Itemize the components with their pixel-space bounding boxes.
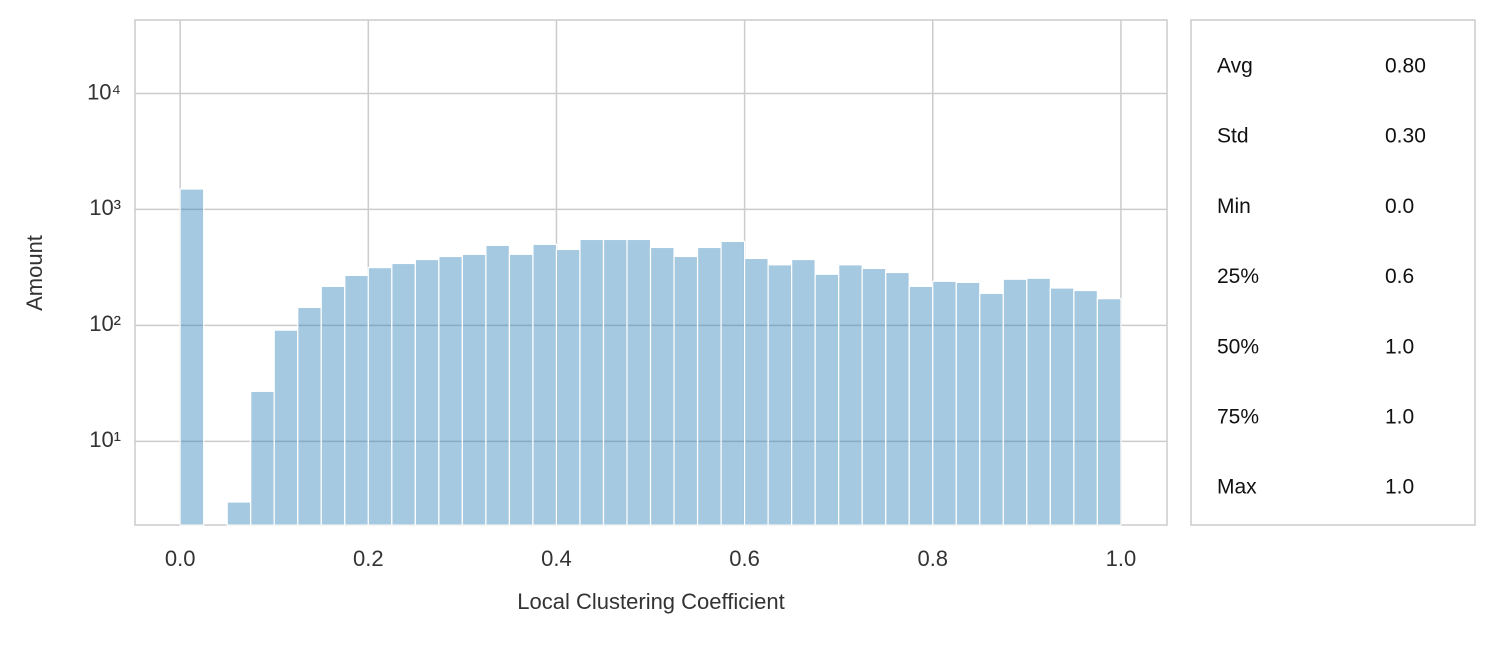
stat-value: 1.0 <box>1385 406 1414 429</box>
bar <box>508 253 534 526</box>
bar <box>673 255 699 526</box>
stat-value: 0.80 <box>1385 55 1426 78</box>
bar <box>344 274 369 526</box>
stat-value: 0.30 <box>1385 125 1426 148</box>
bar <box>579 238 605 526</box>
y-axis-label: Amount <box>22 235 47 311</box>
bar <box>1026 277 1051 526</box>
x-tick-label: 0.4 <box>541 546 572 571</box>
bar <box>485 244 511 526</box>
bar <box>838 264 863 526</box>
bar <box>814 273 840 526</box>
bar <box>320 285 346 526</box>
tick-labels: 10¹ 10² 10³ 10⁴ 0.0 0.2 0.4 0.6 0.8 1.0 <box>87 79 1136 571</box>
bar <box>861 267 887 526</box>
bar <box>767 264 793 526</box>
bar <box>602 238 628 526</box>
bar <box>414 258 440 526</box>
bar <box>273 329 299 526</box>
bar <box>555 248 581 526</box>
stat-name: Std <box>1217 125 1249 148</box>
x-tick-label: 1.0 <box>1106 546 1137 571</box>
bar <box>720 240 746 526</box>
y-tick-label: 10⁴ <box>87 79 121 104</box>
stat-name: Max <box>1217 476 1257 499</box>
stat-name: Min <box>1217 195 1251 218</box>
stats-table: Avg 0.80 Std 0.30 Min 0.0 25% 0.6 50% 1.0 75% 1.0 Ma… <box>1217 55 1426 499</box>
stat-value: 0.6 <box>1385 265 1414 288</box>
bar <box>250 390 275 526</box>
bar <box>226 501 252 526</box>
bar <box>532 243 558 526</box>
bar <box>1073 289 1098 526</box>
bar <box>744 257 769 526</box>
bar <box>885 271 910 526</box>
x-tick-label: 0.6 <box>729 546 760 571</box>
bar <box>297 306 322 526</box>
bar <box>649 246 675 526</box>
x-tick-label: 0.8 <box>917 546 948 571</box>
stat-value: 1.0 <box>1385 476 1414 499</box>
x-axis-label: Local Clustering Coefficient <box>517 589 784 614</box>
bar <box>908 285 934 526</box>
x-tick-label: 0.0 <box>165 546 196 571</box>
bar <box>179 188 205 526</box>
stat-name: 50% <box>1217 335 1259 358</box>
bar <box>1049 287 1075 526</box>
stat-value: 0.0 <box>1385 195 1414 218</box>
bar <box>1096 298 1122 526</box>
bar <box>955 281 981 526</box>
bar <box>626 238 652 526</box>
stat-name: Avg <box>1217 55 1253 78</box>
stats-box <box>1190 19 1476 526</box>
bar <box>438 255 463 526</box>
bars <box>179 188 1122 526</box>
y-tick-label: 10³ <box>89 195 121 220</box>
stat-value: 1.0 <box>1385 335 1414 358</box>
bar <box>791 258 816 526</box>
x-tick-label: 0.2 <box>353 546 384 571</box>
bar <box>367 267 393 526</box>
stat-name: 25% <box>1217 265 1259 288</box>
bar <box>696 246 722 526</box>
bar <box>461 253 487 526</box>
bar <box>1002 278 1028 526</box>
y-tick-label: 10² <box>89 311 121 336</box>
bar <box>932 280 957 526</box>
bar <box>391 262 416 526</box>
y-tick-label: 10¹ <box>89 427 121 452</box>
stat-name: 75% <box>1217 406 1259 429</box>
bar <box>979 292 1004 526</box>
